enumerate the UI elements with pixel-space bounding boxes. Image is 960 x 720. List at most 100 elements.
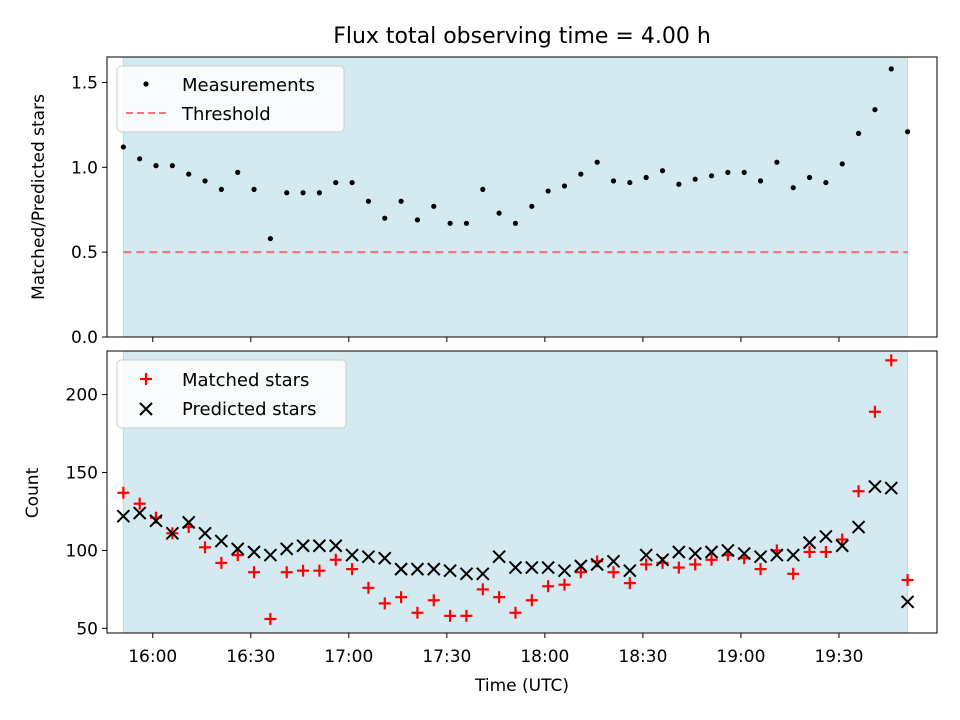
measurement-point — [414, 217, 421, 223]
measurement-point — [300, 190, 306, 196]
y-tick-label: 50 — [76, 619, 98, 639]
top-legend-box — [116, 65, 345, 133]
measurement-point — [333, 179, 339, 186]
y-tick-label: 1.5 — [71, 73, 98, 93]
y-tick-label: 0.5 — [71, 243, 98, 263]
x-axis-label: Time (UTC) — [474, 676, 569, 696]
matched-star-point — [362, 581, 375, 594]
measurement-point — [790, 185, 796, 191]
matched-star-point — [231, 549, 244, 562]
measurement-point — [120, 144, 126, 150]
legend-matched-label: Matched stars — [182, 370, 309, 391]
bottom-axes-frame — [106, 350, 938, 634]
predicted-star-point — [672, 545, 686, 559]
x-tick-label: 19:30 — [814, 647, 863, 667]
matched-star-point — [493, 591, 506, 604]
predicted-star-point — [655, 553, 670, 567]
matched-star-point — [395, 591, 408, 604]
measurement-point — [594, 159, 600, 165]
matched-star-point — [754, 563, 767, 576]
matched-star-point — [623, 577, 636, 590]
predicted-star-point — [590, 557, 604, 572]
matched-star-point — [787, 567, 800, 580]
matched-star-point — [280, 566, 293, 579]
matched-star-point — [248, 566, 261, 579]
predicted-star-point — [132, 506, 147, 520]
matched-star-point — [329, 553, 342, 566]
predicted-star-point — [247, 545, 261, 559]
y-tick-label: 0.0 — [71, 328, 98, 348]
matched-star-point — [444, 609, 457, 622]
measurement-point — [529, 203, 535, 209]
measurement-point — [496, 210, 502, 216]
top-axes-frame — [106, 56, 938, 338]
measurement-point — [267, 235, 273, 242]
matched-star-point — [313, 564, 326, 577]
measurement-point — [610, 178, 617, 184]
predicted-star-point — [361, 549, 376, 564]
matched-star-point — [672, 561, 685, 574]
matched-star-point — [868, 405, 881, 418]
predicted-star-point — [574, 559, 588, 573]
measurement-point — [153, 163, 159, 169]
matched-star-point — [476, 583, 489, 596]
matched-star-point — [346, 563, 359, 576]
matched-star-point — [885, 354, 898, 367]
y-tick-label: 200 — [66, 386, 98, 406]
legend-predicted-label: Predicted stars — [182, 399, 316, 420]
legend-matched-marker — [140, 373, 152, 385]
measurement-point — [643, 174, 649, 181]
measurement-point — [757, 178, 764, 184]
measurement-point — [186, 171, 192, 177]
y-tick-label: 100 — [66, 541, 98, 561]
bottom-legend: Matched stars Predicted stars — [116, 359, 347, 429]
predicted-star-point — [868, 479, 882, 494]
predicted-star-point — [345, 548, 359, 562]
measurement-point — [316, 190, 323, 196]
matched-star-point — [852, 485, 865, 498]
predicted-star-point — [312, 539, 327, 553]
predicted-star-point — [280, 542, 294, 556]
predicted-star-point — [508, 560, 523, 575]
measurement-point — [202, 178, 208, 184]
predicted-star-point — [802, 535, 817, 550]
measurement-point — [463, 220, 470, 226]
y-tick-label: 1.0 — [71, 158, 98, 178]
measurement-point — [741, 169, 747, 175]
matched-star-point — [607, 566, 620, 579]
predicted-star-point — [541, 560, 555, 575]
measurement-point — [480, 186, 486, 192]
matched-star-point — [705, 553, 718, 566]
measurement-point — [512, 220, 519, 226]
matched-star-point — [427, 594, 440, 607]
measurement-point — [774, 159, 780, 165]
predicted-star-point — [606, 554, 621, 569]
predicted-star-point — [704, 545, 719, 559]
measurement-point — [284, 190, 290, 196]
measurement-point — [823, 179, 829, 186]
measurement-point — [349, 179, 355, 186]
measurement-point — [806, 174, 813, 181]
measurement-point — [578, 171, 584, 177]
bottom-data-layer — [116, 354, 915, 625]
measurement-point — [137, 156, 143, 162]
predicted-star-point — [753, 549, 768, 564]
measurement-point — [447, 220, 453, 226]
predicted-star-point — [459, 567, 474, 581]
measurement-point — [431, 203, 437, 209]
legend-measurements-marker — [143, 81, 149, 87]
predicted-star-point — [525, 560, 539, 575]
x-tick-label: 18:30 — [618, 647, 667, 667]
measurement-point — [839, 161, 845, 167]
measurement-point — [692, 176, 698, 182]
predicted-star-point — [851, 520, 866, 534]
bottom-panel-counts: 50 100 150 200 16:00 16:30 17:00 17:30 18:00 18:… — [23, 350, 938, 696]
measurement-point — [218, 186, 224, 192]
matched-star-point — [378, 597, 391, 610]
measurement-point — [872, 107, 878, 113]
matched-star-point — [689, 558, 702, 571]
matched-star-point — [133, 497, 146, 510]
top-data-layer — [120, 66, 911, 254]
predicted-star-point — [378, 551, 392, 565]
matched-star-point — [803, 545, 816, 558]
